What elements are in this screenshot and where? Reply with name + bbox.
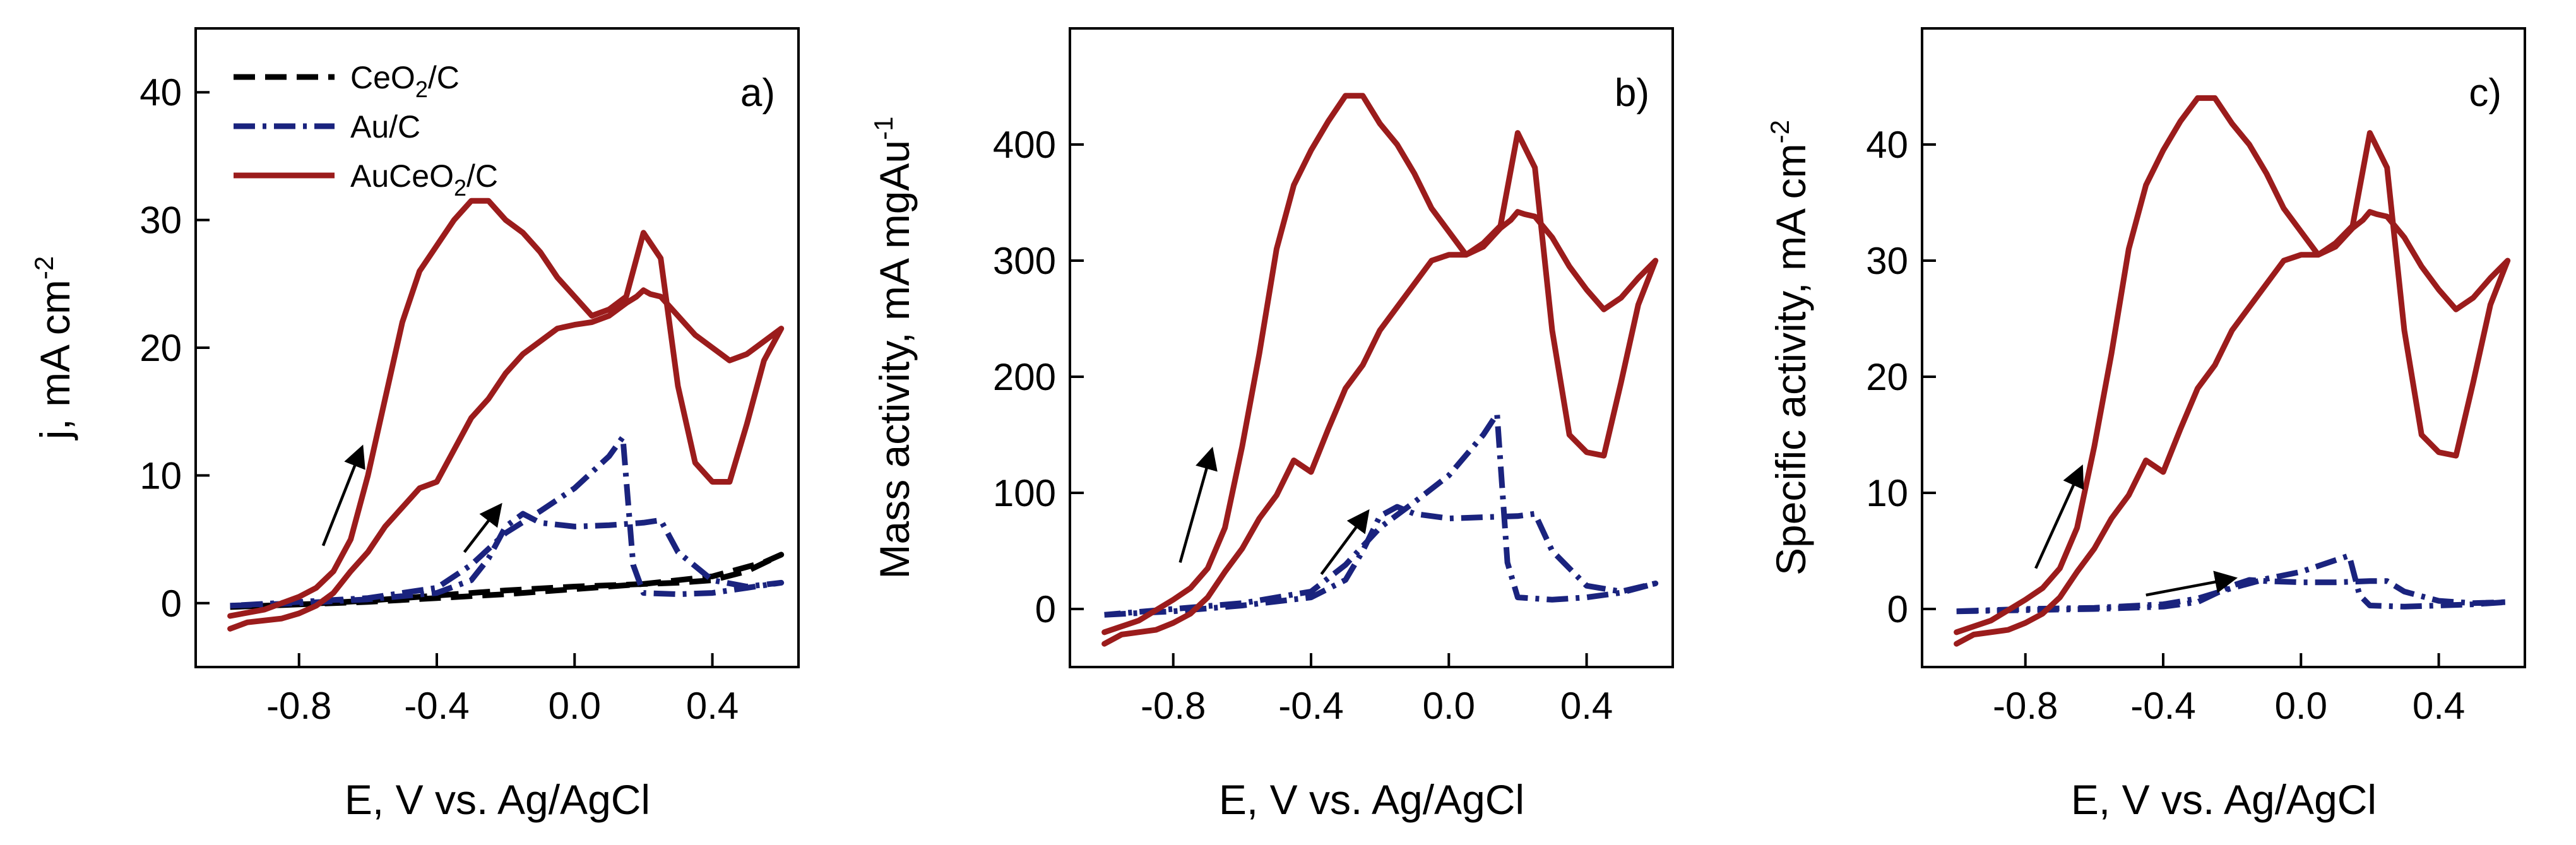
x-tick-label: 0.4: [2413, 685, 2465, 727]
y-ticks: 0 10 20 30 40: [139, 71, 210, 625]
panel-b: -0.8 -0.4 0.0 0.4 0 100 200 300 400 b) E, V vs.…: [869, 27, 1674, 823]
y-tick-label: 400: [993, 124, 1056, 166]
y-axis-label-base: j, mA cm: [32, 280, 78, 440]
series-layer: [227, 198, 785, 632]
sweep-arrow: [321, 444, 365, 547]
series-layer: [1101, 93, 1659, 647]
legend-label: Au/C: [350, 109, 420, 145]
y-tick-label: 100: [993, 472, 1056, 514]
x-tick-label: -0.4: [404, 685, 469, 727]
y-axis-label-base: Mass activity, mA mgAu: [871, 140, 918, 579]
y-axis-label: j, mA cm-2: [29, 256, 78, 440]
legend-item-auceo2: AuCeO2/C: [234, 158, 498, 201]
y-ticks: 0 100 200 300 400: [993, 124, 1084, 630]
y-tick-label: 30: [139, 199, 182, 242]
y-tick-label: 30: [1866, 240, 1908, 282]
series-auceo2-c: [1101, 93, 1659, 647]
legend-label: AuCeO2/C: [350, 158, 498, 201]
x-tick-label: -0.4: [1278, 685, 1343, 727]
series-au-c: [1104, 411, 1659, 618]
x-ticks: -0.8 -0.4 0.0 0.4: [1141, 653, 1613, 727]
sweep-arrow: [1178, 446, 1218, 564]
x-tick-label: -0.8: [266, 685, 331, 727]
x-ticks: -0.8 -0.4 0.0 0.4: [266, 653, 739, 727]
x-tick-label: -0.8: [1141, 685, 1206, 727]
x-axis-label: E, V vs. Ag/AgCl: [1219, 776, 1524, 823]
sweep-arrows: [321, 444, 502, 553]
legend: CeO2/C Au/C AuCeO2/C: [234, 60, 498, 201]
y-tick-label: 10: [1866, 472, 1908, 514]
sweep-arrow: [1320, 509, 1370, 576]
y-axis-label-sup: -1: [869, 117, 898, 140]
y-axis-label-base: Specific activity, mA cm: [1767, 143, 1814, 576]
y-axis-label-sup: -2: [1765, 120, 1795, 143]
sweep-arrows: [2034, 464, 2238, 597]
panel-label: a): [740, 71, 775, 115]
plot-frame: [1921, 27, 2526, 668]
x-tick-label: -0.8: [1993, 685, 2058, 727]
y-tick-label: 0: [1887, 588, 1908, 630]
legend-item-ceo2: CeO2/C: [234, 60, 460, 102]
series-auceo2-c: [1954, 95, 2511, 647]
y-tick-label: 40: [1866, 124, 1908, 166]
x-axis-label: E, V vs. Ag/AgCl: [2071, 776, 2377, 823]
x-axis-label: E, V vs. Ag/AgCl: [345, 776, 650, 823]
sweep-arrow: [2034, 464, 2084, 569]
panel-c: -0.8 -0.4 0.0 0.4 0 10 20 30 40 c) E, V vs. Ag/…: [1765, 27, 2526, 823]
y-tick-label: 300: [993, 240, 1056, 282]
x-tick-label: -0.4: [2130, 685, 2195, 727]
panel-label: b): [1615, 71, 1649, 115]
series-ceo2-c: [230, 552, 785, 610]
plot-frame: [1069, 27, 1674, 668]
sweep-arrow: [2146, 570, 2238, 597]
x-tick-label: 0.0: [2275, 685, 2327, 727]
legend-item-au: Au/C: [234, 109, 420, 145]
y-axis-label: Specific activity, mA cm-2: [1765, 120, 1814, 576]
y-tick-label: 10: [139, 454, 182, 497]
series-layer: [1954, 95, 2511, 647]
x-tick-label: 0.4: [1560, 685, 1613, 727]
legend-label: CeO2/C: [350, 60, 460, 102]
x-tick-label: 0.4: [686, 685, 739, 727]
y-tick-label: 0: [161, 582, 182, 625]
y-tick-label: 0: [1035, 588, 1056, 630]
y-tick-label: 20: [139, 327, 182, 369]
panel-a: -0.8 -0.4 0.0 0.4 0 10 20 30 40 a) E, V vs. Ag/…: [29, 27, 800, 823]
y-tick-label: 40: [139, 71, 182, 114]
series-auceo2-c: [227, 198, 785, 632]
x-ticks: -0.8 -0.4 0.0 0.4: [1993, 653, 2465, 727]
sweep-arrows: [1178, 446, 1370, 576]
series-au-c: [230, 434, 785, 609]
y-axis-label: Mass activity, mA mgAu-1: [869, 117, 918, 579]
y-tick-label: 20: [1866, 356, 1908, 398]
y-axis-label-sup: -2: [29, 256, 59, 280]
y-tick-label: 200: [993, 356, 1056, 398]
sweep-arrow: [463, 502, 502, 553]
x-tick-label: 0.0: [549, 685, 601, 727]
y-ticks: 0 10 20 30 40: [1866, 124, 1936, 630]
x-tick-label: 0.0: [1423, 685, 1475, 727]
panel-label: c): [2469, 71, 2502, 115]
